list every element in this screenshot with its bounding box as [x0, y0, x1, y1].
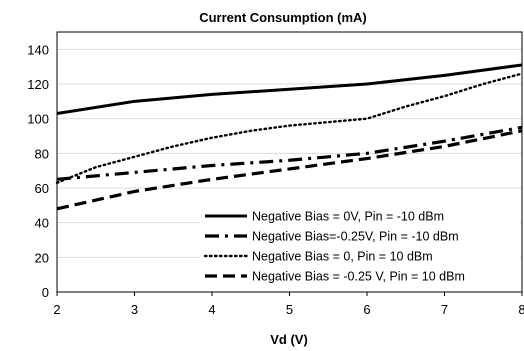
x-tick-label: 4 — [208, 302, 215, 317]
series-line-2 — [56, 125, 523, 181]
legend-label: Negative Bias=-0.25V, Pin = -10 dBm — [252, 230, 459, 244]
y-axis-ticks: 0 20 40 60 80 100 120 140 — [27, 42, 49, 300]
legend-label: Negative Bias = -0.25 V, Pin = 10 dBm — [252, 270, 465, 284]
series-line-3 — [55, 72, 524, 185]
y-tick-label: 140 — [27, 42, 49, 57]
chart-title: Current Consumption (mA) — [199, 10, 367, 25]
series-layer — [55, 63, 524, 211]
y-tick-label: 120 — [27, 77, 49, 92]
legend: Negative Bias = 0V, Pin = -10 dBm Negativ… — [200, 204, 520, 288]
x-tick-label: 7 — [441, 302, 448, 317]
y-tick-label: 20 — [35, 250, 49, 265]
series-line-1 — [56, 63, 523, 115]
y-tick-label: 60 — [35, 181, 49, 196]
y-tick-label: 40 — [35, 216, 49, 231]
x-tick-label: 6 — [363, 302, 370, 317]
grid-lines — [57, 48, 522, 258]
legend-label: Negative Bias = 0, Pin = 10 dBm — [252, 250, 433, 264]
x-axis-title: Vd (V) — [270, 332, 308, 347]
x-tick-label: 5 — [286, 302, 293, 317]
y-tick-label: 100 — [27, 112, 49, 127]
y-tick-label: 0 — [42, 285, 49, 300]
legend-label: Negative Bias = 0V, Pin = -10 dBm — [252, 210, 444, 224]
x-tick-label: 8 — [518, 302, 524, 317]
x-axis-ticks: 2 3 4 5 6 7 8 — [53, 292, 524, 317]
x-tick-label: 3 — [131, 302, 138, 317]
y-tick-label: 80 — [35, 146, 49, 161]
series-line-4 — [56, 129, 523, 211]
x-tick-label: 2 — [53, 302, 60, 317]
legend-background — [200, 204, 520, 288]
